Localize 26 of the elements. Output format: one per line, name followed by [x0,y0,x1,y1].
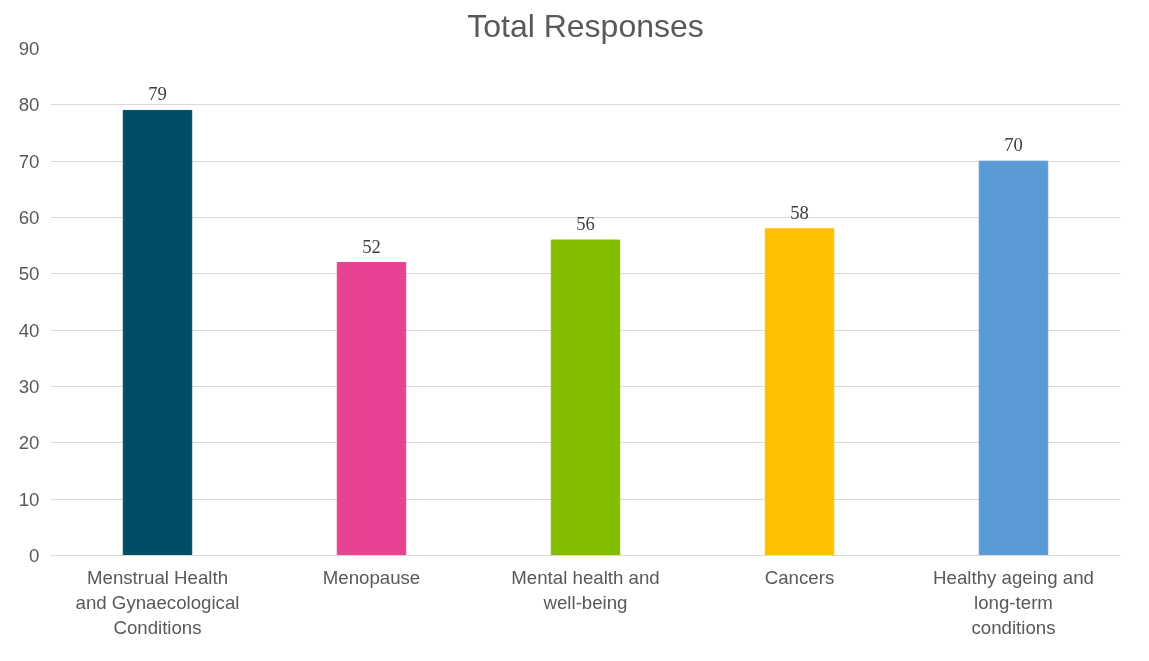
x-tick-label: Menstrual Health and Gynaecological Conditions [75,566,240,638]
bar [550,239,621,556]
x-tick-label: Mental health and well-being [511,566,660,613]
x-tick-label: Cancers [764,566,835,588]
bar [336,262,407,556]
y-tick-label: 70 [18,150,40,172]
data-label: 79 [148,83,167,105]
data-label: 52 [362,235,381,257]
y-tick-label: 90 [18,38,40,59]
chart-title: Total Responses [467,7,704,44]
bar [978,160,1049,556]
y-tick-label: 60 [18,207,40,228]
x-tick-label: Menopause [322,566,421,588]
data-label: 58 [790,201,809,223]
data-label: 70 [1004,134,1023,156]
y-tick-label: 40 [18,319,40,341]
y-tick-label: 0 [29,545,40,566]
y-tick-label: 50 [18,263,40,285]
bar [764,228,835,556]
data-label: 56 [576,213,595,235]
y-tick-label: 20 [18,432,40,454]
y-tick-label: 30 [18,376,40,397]
bar [122,109,193,556]
x-tick-label: Healthy ageing and long-term conditions [933,566,1094,638]
y-tick-label: 10 [18,488,40,510]
y-tick-label: 80 [18,94,40,116]
